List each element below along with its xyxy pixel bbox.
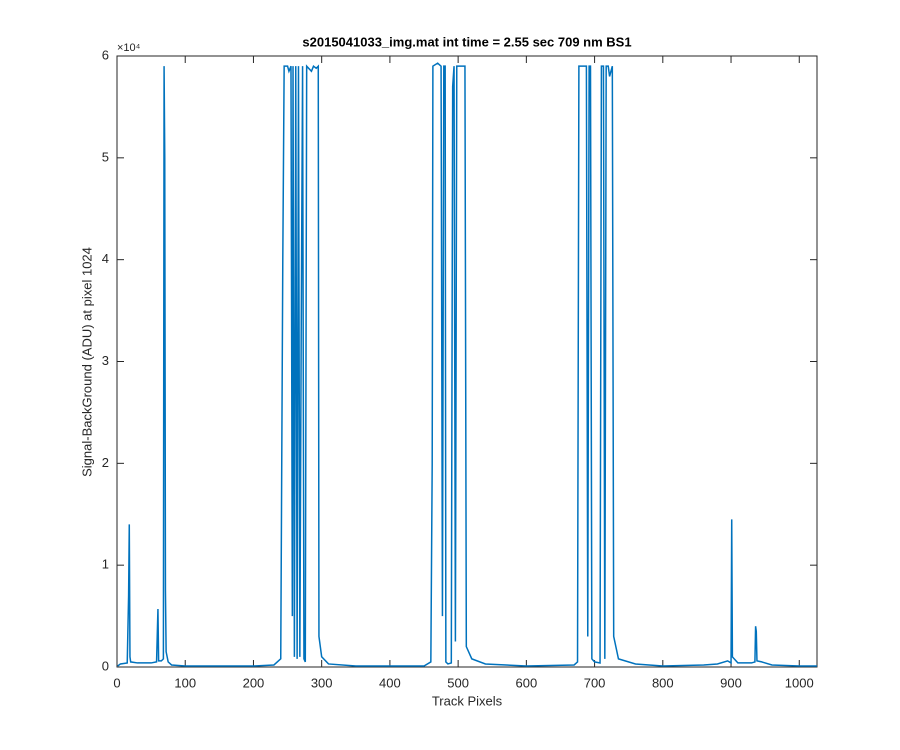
y-tick-label: 5	[102, 149, 109, 164]
x-tick-label: 200	[243, 675, 265, 690]
y-tick-label: 0	[102, 658, 109, 673]
y-axis-label: Signal-BackGround (ADU) at pixel 1024	[79, 247, 94, 477]
x-tick-label: 500	[447, 675, 469, 690]
y-tick-label: 2	[102, 455, 109, 470]
y-tick-label: 3	[102, 353, 109, 368]
y-tick-label: 1	[102, 557, 109, 572]
x-tick-label: 600	[516, 675, 538, 690]
x-tick-label: 800	[652, 675, 674, 690]
x-tick-label: 1000	[785, 675, 814, 690]
x-tick-label: 100	[174, 675, 196, 690]
plot-area	[116, 55, 818, 668]
chart-title: s2015041033_img.mat int time = 2.55 sec …	[302, 34, 631, 49]
x-tick-label: 0	[113, 675, 120, 690]
x-axis-label: Track Pixels	[432, 693, 503, 708]
x-tick-label: 300	[311, 675, 333, 690]
y-tick-label: 4	[102, 251, 109, 266]
y-exponent-label: ×10⁴	[117, 42, 141, 54]
x-tick-label: 400	[379, 675, 401, 690]
x-tick-label: 700	[584, 675, 606, 690]
data-line	[117, 62, 817, 667]
y-tick-label: 6	[102, 47, 109, 62]
x-tick-label: 900	[720, 675, 742, 690]
